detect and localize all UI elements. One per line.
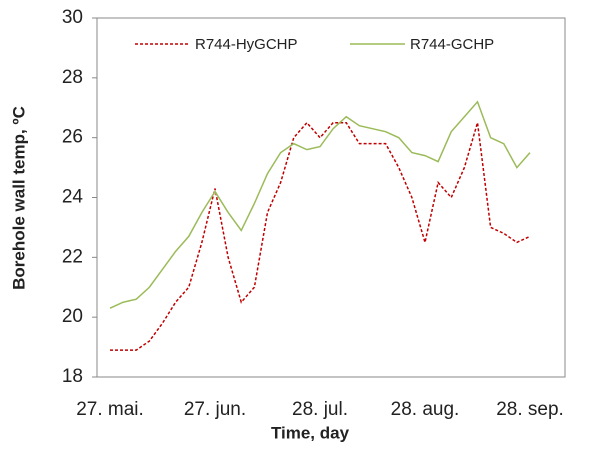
y-tick-label: 28	[62, 67, 83, 88]
x-tick-label: 28. sep.	[496, 399, 564, 420]
y-tick-label: 24	[62, 187, 84, 208]
x-tick-label: 27. mai.	[76, 399, 144, 420]
y-tick-label: 20	[62, 306, 83, 327]
x-tick-label: 28. jul.	[292, 399, 348, 420]
x-tick-label: 28. aug.	[391, 399, 460, 420]
y-axis-label: Borehole wall temp, ºC	[9, 106, 28, 290]
x-axis-label: Time, day	[271, 423, 350, 442]
series-line	[109, 100, 531, 309]
y-tick-label: 30	[62, 7, 83, 28]
legend-label: R744-HyGCHP	[195, 36, 298, 53]
x-tick-label: 27. jun.	[184, 399, 246, 420]
y-tick-label: 26	[62, 127, 83, 148]
y-tick-label: 18	[62, 366, 83, 387]
series-line	[110, 121, 531, 351]
plot-frame	[96, 17, 566, 378]
y-tick-label: 22	[62, 246, 83, 267]
legend-label: R744-GCHP	[410, 36, 494, 53]
